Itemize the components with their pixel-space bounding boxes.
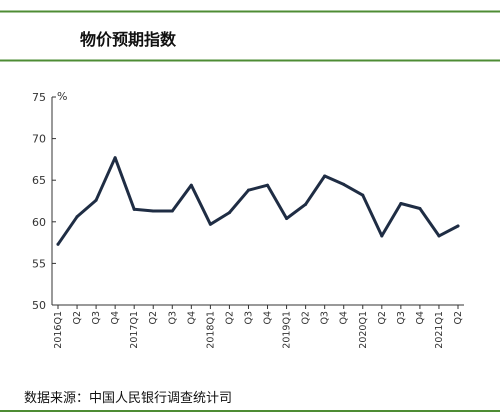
data-point [418,206,422,210]
data-point [342,182,346,186]
source-note: 数据来源：中国人民银行调查统计司 [24,391,232,406]
x-tick-label: Q3 [91,311,102,325]
x-tick-label: Q2 [224,311,235,325]
data-point [380,234,384,238]
data-point [399,201,403,205]
data-point [56,242,60,246]
data-point [170,209,174,213]
y-axis-unit: % [57,90,67,103]
x-tick-label: 2016Q1 [53,311,64,349]
data-point [304,202,308,206]
y-tick-label: 65 [32,174,46,187]
data-point [437,234,441,238]
x-tick-label: Q3 [396,311,407,325]
data-point [456,224,460,228]
data-point [246,188,250,192]
x-tick-label: Q3 [167,311,178,325]
x-tick-label: Q2 [377,311,388,325]
x-tick-label: Q3 [320,311,331,325]
data-point [113,156,117,160]
y-tick-label: 60 [32,216,46,229]
data-point [132,207,136,211]
x-tick-label: Q3 [243,311,254,325]
x-tick-label: Q4 [339,311,350,325]
x-tick-label: 2018Q1 [205,311,216,349]
y-tick-label: 70 [32,133,46,146]
x-tick-label: Q4 [186,311,197,325]
series-line [56,156,460,246]
x-tick-label: Q2 [301,311,312,325]
x-tick-label: Q4 [263,311,274,325]
y-tick-label: 55 [32,257,46,270]
x-tick-label: Q4 [415,311,426,325]
data-point [189,183,193,187]
data-point [361,193,365,197]
x-tick-label: 2019Q1 [282,311,293,349]
x-axis: 2016Q1 Q2 Q3 Q4 2017Q1 Q2 Q3 Q4 2018Q1 Q2 Q3 Q4 2019… [52,304,464,349]
data-point [323,174,327,178]
y-axis: 50 55 60 65 70 75 [32,91,56,312]
data-point [94,198,98,202]
x-tick-label: 2017Q1 [129,311,140,349]
data-point [285,216,289,220]
plot-area [56,156,460,246]
data-point [151,209,155,213]
x-tick-label: 2021Q1 [434,311,445,349]
y-tick-label: 75 [32,91,46,104]
data-point [208,222,212,226]
x-tick-label: Q2 [148,311,159,325]
data-point [227,211,231,215]
x-tick-label: Q2 [453,311,464,325]
x-tick-label: Q4 [110,311,121,325]
chart-title: 物价预期指数 [80,30,177,49]
data-point [75,215,79,219]
x-tick-label: Q2 [72,311,83,325]
x-tick-label: 2020Q1 [358,311,369,349]
y-tick-label: 50 [32,299,46,312]
data-point [266,183,270,187]
